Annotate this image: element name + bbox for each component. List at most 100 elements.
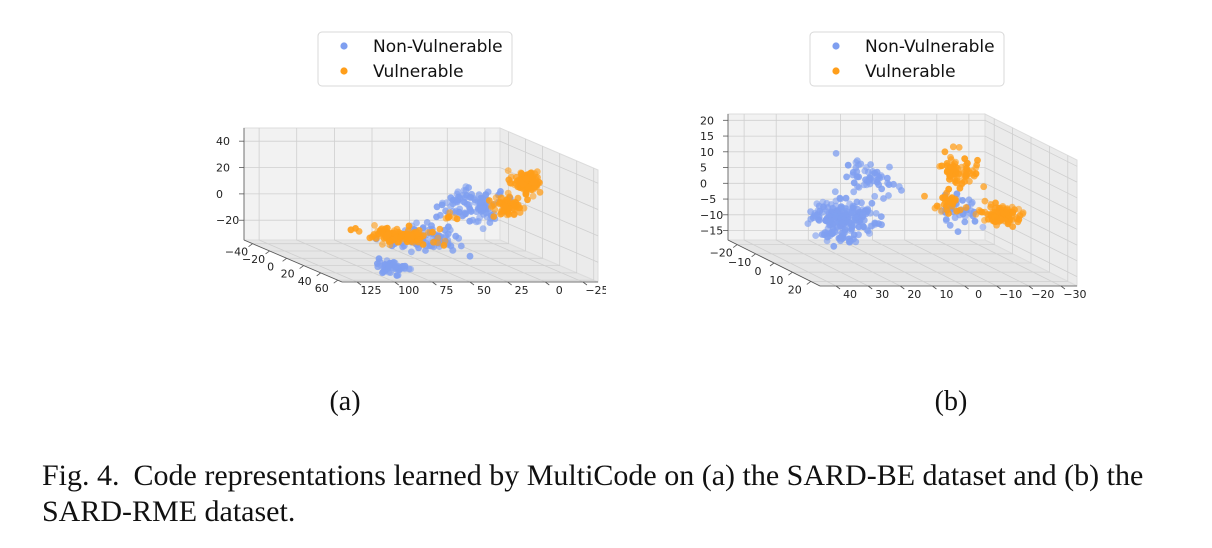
grid-line-z	[728, 230, 1078, 277]
data-point	[812, 232, 820, 240]
data-point	[368, 233, 376, 241]
x-tick-label: 20	[788, 283, 802, 296]
data-point	[1008, 216, 1016, 224]
grid-line-z	[728, 135, 1078, 183]
x-tick-mark	[265, 250, 270, 255]
series-vulnerable	[347, 167, 544, 249]
data-point	[953, 207, 961, 215]
data-point	[459, 212, 466, 220]
data-point	[883, 174, 891, 182]
data-point	[484, 188, 492, 196]
data-point	[492, 194, 500, 202]
data-point	[490, 213, 498, 220]
data-point	[838, 219, 846, 227]
legend-marker	[832, 42, 840, 50]
grid-line-z	[244, 219, 599, 263]
chart-panel-a: −40 −20 0 20 40 60 125 100 75 50 25 0 −25 −20 0 20 40 Non…	[0, 0, 606, 440]
data-point	[832, 150, 840, 157]
legend-box	[317, 31, 513, 87]
data-point	[831, 227, 839, 234]
data-point	[886, 163, 893, 171]
data-point	[941, 148, 949, 156]
data-point	[478, 197, 485, 205]
data-point	[921, 192, 928, 200]
data-point	[816, 207, 824, 215]
data-point	[441, 237, 449, 245]
data-point	[480, 210, 487, 218]
data-point	[449, 247, 457, 254]
data-point	[878, 221, 885, 229]
data-point	[504, 167, 512, 175]
grid-line-y	[775, 114, 869, 287]
data-point	[842, 194, 850, 202]
data-point	[517, 178, 525, 186]
data-point	[979, 223, 987, 231]
data-point	[943, 167, 951, 175]
data-point	[952, 158, 959, 166]
data-point	[849, 202, 857, 210]
data-point	[837, 195, 844, 203]
data-point	[446, 209, 454, 217]
data-point	[964, 159, 971, 167]
data-point	[518, 170, 525, 177]
data-point	[885, 181, 893, 189]
data-point	[466, 252, 474, 260]
y-tick-label: 20	[907, 288, 921, 301]
data-point	[855, 231, 862, 239]
y-tick-mark	[582, 281, 588, 286]
data-point	[533, 168, 541, 176]
data-point	[844, 161, 852, 169]
data-point	[937, 207, 945, 215]
grid-line-y	[258, 128, 358, 283]
grid-line-y	[807, 114, 901, 287]
data-point	[397, 233, 405, 241]
data-point	[880, 195, 887, 202]
data-point	[460, 198, 467, 205]
data-point	[981, 197, 989, 205]
data-point	[469, 216, 477, 224]
y-tick-label: 50	[477, 284, 491, 297]
legend-label: Non-Vulnerable	[865, 37, 995, 57]
data-point	[947, 153, 954, 161]
data-point	[860, 216, 868, 224]
data-point	[811, 212, 818, 220]
z-tick-label: −20	[216, 214, 239, 227]
data-point	[981, 208, 989, 216]
z-tick-label: 20	[216, 162, 230, 175]
data-point	[868, 199, 876, 207]
grid-line-z	[728, 182, 1078, 230]
data-point	[453, 198, 461, 206]
data-point	[864, 227, 872, 235]
data-point	[943, 206, 951, 214]
data-point	[419, 232, 427, 240]
y-tick-label: −25	[585, 284, 606, 297]
data-point	[878, 185, 886, 193]
data-point	[400, 264, 408, 272]
x-tick-mark	[788, 271, 793, 276]
data-point	[485, 197, 493, 204]
data-point	[867, 175, 875, 183]
data-point	[498, 195, 506, 202]
z-tick-label: 5	[700, 162, 707, 175]
data-point	[524, 196, 531, 204]
y-tick-mark	[432, 281, 437, 286]
data-point	[447, 194, 455, 202]
data-point	[963, 171, 971, 179]
y-tick-label: 30	[875, 288, 889, 301]
y-tick-label: 125	[361, 284, 382, 297]
data-point	[436, 225, 444, 233]
z-tick-label: −15	[700, 225, 723, 238]
data-point	[823, 237, 831, 245]
x-tick-mark	[333, 279, 338, 284]
data-point	[506, 193, 513, 201]
data-point	[498, 208, 505, 216]
data-point	[347, 226, 355, 234]
y-tick-mark	[507, 281, 512, 286]
grid-line-z	[244, 167, 599, 210]
x-tick-mark	[248, 243, 253, 247]
data-point	[855, 173, 863, 181]
data-point	[462, 183, 470, 191]
data-point	[942, 217, 950, 225]
data-point	[466, 194, 473, 201]
